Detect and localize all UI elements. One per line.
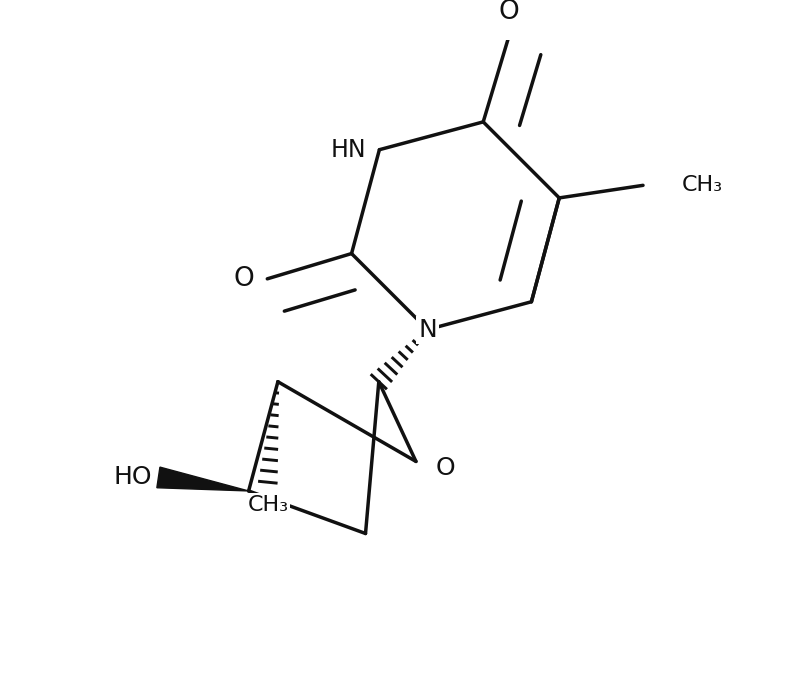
Text: HN: HN	[331, 138, 366, 161]
Text: O: O	[234, 266, 254, 292]
Text: N: N	[418, 317, 437, 342]
Text: O: O	[498, 0, 519, 24]
Text: O: O	[435, 456, 455, 480]
Text: CH₃: CH₃	[682, 175, 723, 195]
Text: CH₃: CH₃	[247, 495, 288, 516]
Text: HO: HO	[113, 466, 152, 489]
Polygon shape	[157, 467, 249, 491]
